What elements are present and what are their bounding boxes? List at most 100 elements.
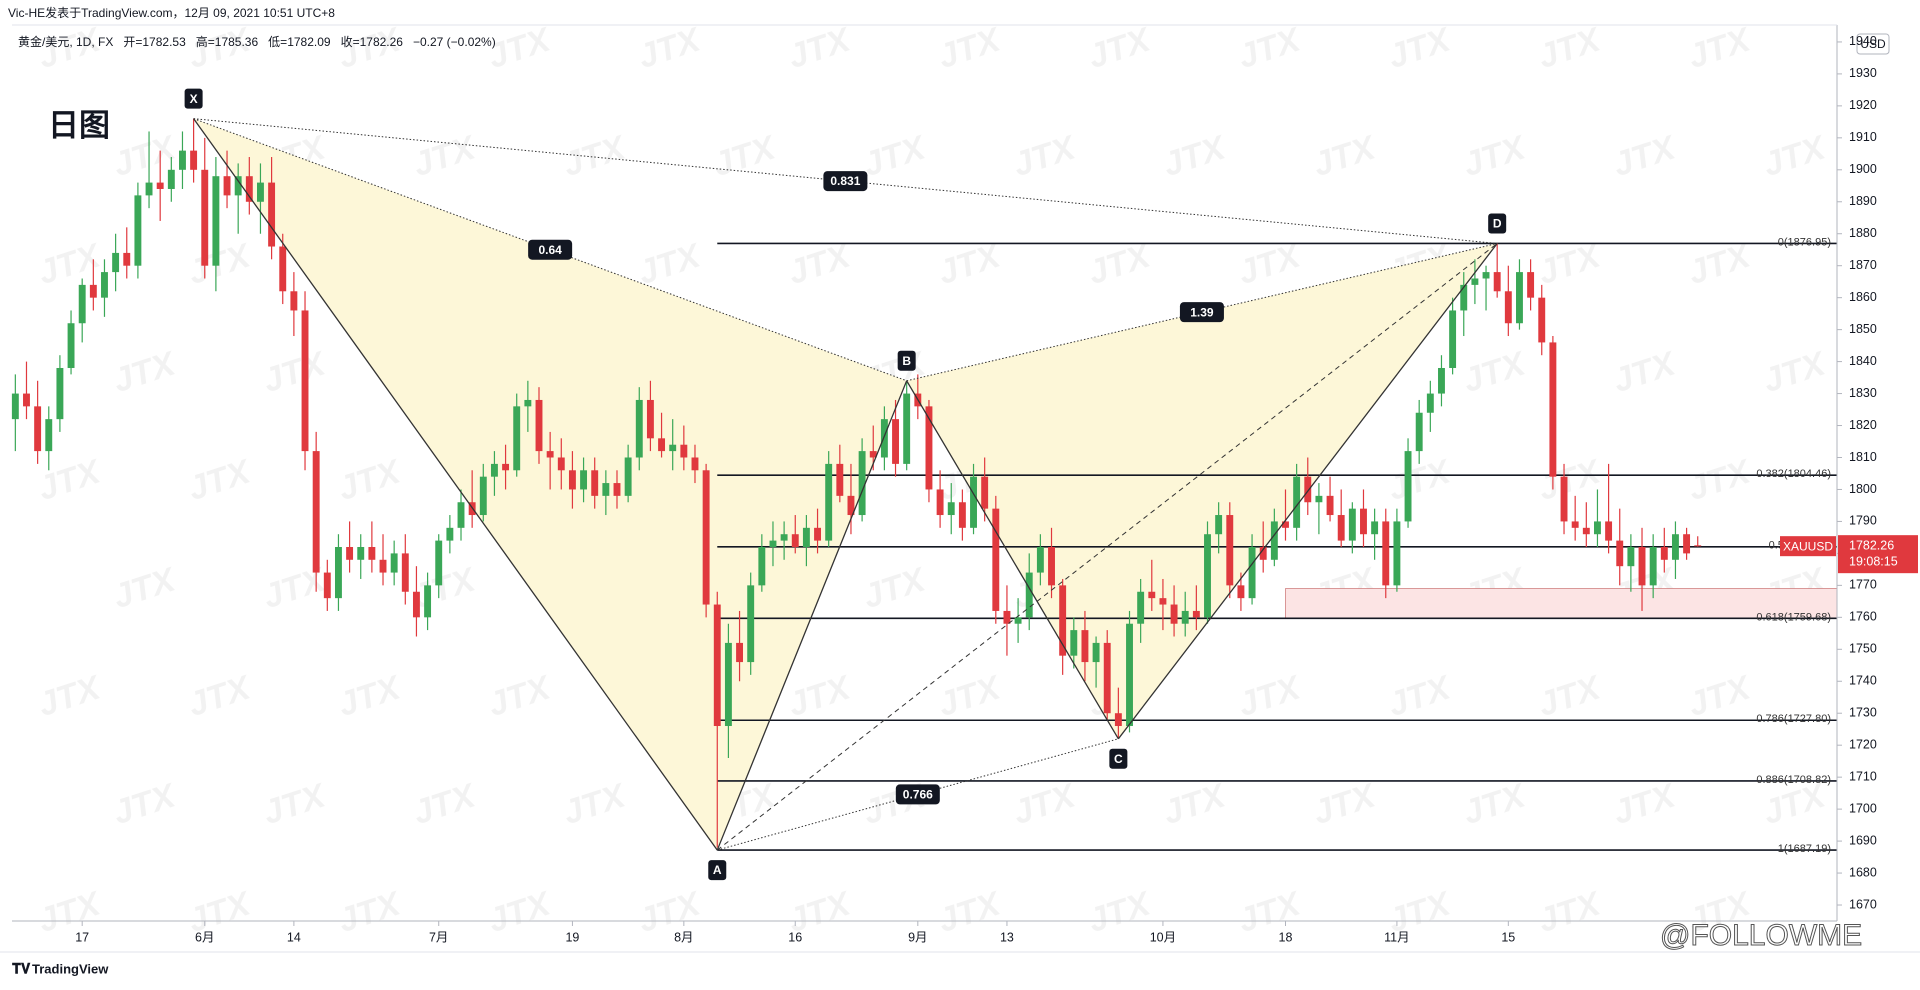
candle-body [1627,547,1635,567]
symbol: 黄金/美元, 1D, FX [18,34,113,49]
candle-body [1471,278,1479,285]
candle-body [758,547,766,586]
candle-body [1549,342,1557,477]
ratio-box [1179,302,1224,323]
candle-body [1538,297,1546,343]
candle-body [1694,545,1702,547]
candle-body [1248,547,1256,599]
candle-body [1036,547,1044,573]
candle-body [1571,521,1579,528]
y-tick-label: 1810 [1849,450,1877,464]
point-box [708,860,727,881]
candle-body [535,399,543,452]
candle-body [1460,284,1468,311]
point-label: D [1493,217,1502,231]
y-tick-label: 1840 [1849,354,1877,368]
candle-body [479,476,487,516]
candle-body [1326,495,1334,516]
y-tick-label: 1860 [1849,290,1877,304]
chart-title: 日图 [48,108,110,143]
y-tick-label: 1850 [1849,322,1877,336]
candle-body [736,642,744,663]
x-tick-label: 17 [75,930,89,944]
candle-body [1059,585,1067,656]
candle-body [1215,515,1223,535]
ohlc-label: 低= [268,35,287,49]
x-tick-label: 19 [565,930,579,944]
fib-label: 0.618(1759.68) [1756,611,1831,623]
ohlc-label: 高= [196,34,215,49]
candle-body [1605,521,1613,541]
candle-body [1126,623,1133,727]
ohlc-value: 1782.53 [142,35,186,49]
candle-body [613,483,621,496]
candle-body [145,182,153,196]
candle-body [1404,451,1412,522]
change: −0.27 (−0.02%) [413,35,496,49]
candle-body [1649,547,1657,586]
candle-body [1137,591,1145,624]
x-tick-label: 8月 [674,930,693,944]
candle-body [1192,610,1200,618]
candle-body [658,438,666,452]
candle-body [992,508,1000,611]
candle-body [1003,610,1011,624]
candle-body [635,399,643,458]
y-tick-label: 1920 [1849,98,1877,112]
candle-body [190,150,198,170]
y-tick-label: 1910 [1849,130,1877,144]
candle-body [201,169,209,266]
candle-body [1371,521,1379,535]
candle-body [1048,547,1055,586]
candle-body [1660,547,1668,560]
candle-body [11,393,19,420]
candle-body [1360,508,1367,535]
candle-body [602,483,610,496]
candle-body [680,444,688,458]
candle-body [1504,291,1512,324]
candle-body [223,176,231,196]
ratio-box [528,239,573,260]
symbol-legend-text: 黄金/美元, 1D, FX 开=1782.53 高=1785.36 低=1782.09… [18,34,496,49]
last-price: 1782.26 [1849,538,1894,552]
y-tick-label: 1800 [1849,482,1877,496]
candle-body [669,444,677,452]
candle-body [557,457,565,471]
candle-body [1382,521,1390,586]
candle-body [390,553,398,573]
x-tick-label: 11月 [1384,930,1409,944]
candle-body [268,182,276,247]
candle-body [368,547,376,560]
candle-body [1103,642,1111,714]
candle-body [847,495,855,516]
candle-body [1270,521,1278,560]
y-tick-label: 1730 [1849,706,1877,720]
y-tick-label: 1820 [1849,418,1877,432]
candle-body [580,470,588,490]
zone [1285,588,1838,619]
candle-body [357,547,365,560]
candle-body [1315,495,1323,503]
x-tick-label: 9月 [908,930,927,944]
candle-body [880,419,888,458]
leg-bc [906,380,1119,740]
fib-label: 0.382(1804.46) [1756,468,1831,480]
fib-label: 0.886(1708.82) [1756,774,1831,786]
candle-body [814,527,821,541]
x-tick-label: 6月 [195,930,214,944]
candle-body [925,406,933,490]
x-tick-label: 10月 [1150,930,1176,944]
candle-body [1304,476,1312,503]
candle-body [546,451,554,458]
candle-body [301,310,309,452]
candle-body [769,540,777,548]
point-box [184,88,203,109]
y-tick-label: 1830 [1849,386,1877,400]
ratio-box [895,784,940,805]
candle-body [1449,310,1457,368]
y-tick-label: 1770 [1849,578,1877,592]
ticker-tag [1780,536,1836,557]
candle-body [936,489,944,516]
point-label: C [1114,752,1123,766]
